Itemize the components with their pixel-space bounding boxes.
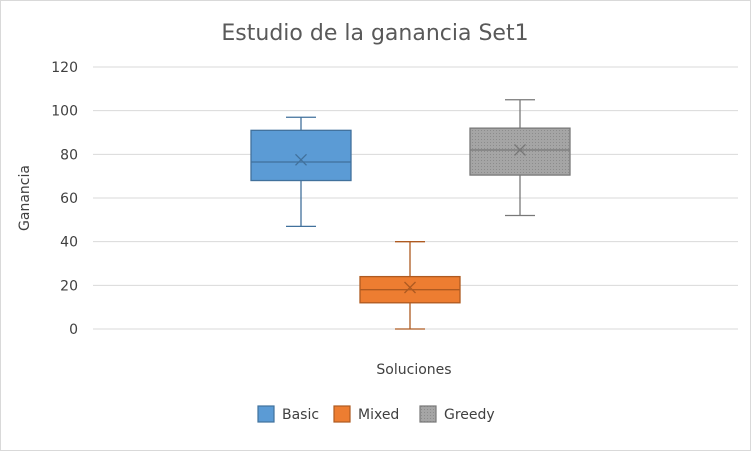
y-tick-label: 20 [60, 278, 78, 294]
mean-marker [404, 281, 416, 294]
box-basic [250, 116, 352, 228]
chart-title: Estudio de la ganancia Set1 [221, 21, 528, 46]
y-tick-label: 0 [69, 322, 78, 338]
legend-item-basic: Basic [257, 405, 319, 423]
legend-label: Basic [282, 407, 319, 423]
legend-swatch [333, 405, 351, 423]
x-axis-title: Soluciones [376, 362, 451, 378]
mean-marker [295, 153, 307, 166]
legend-swatch [419, 405, 437, 423]
y-tick-label: 100 [51, 104, 78, 120]
box-greedy [469, 99, 571, 217]
legend-label: Greedy [444, 407, 495, 423]
legend: Basic Mixed Greedy [257, 405, 495, 423]
y-tick-label: 80 [60, 147, 78, 163]
box-series [250, 99, 571, 330]
iqr-box [250, 129, 352, 182]
legend-label: Mixed [358, 407, 399, 423]
y-tick-label: 60 [60, 191, 78, 207]
box-mixed [359, 241, 461, 330]
y-axis-ticks: 0 20 40 60 80 100 120 [51, 60, 78, 338]
y-tick-label: 40 [60, 235, 78, 251]
y-axis-title: Ganancia [17, 165, 33, 231]
legend-item-greedy: Greedy [419, 405, 495, 423]
mean-marker [514, 144, 526, 156]
y-tick-label: 120 [51, 60, 78, 76]
iqr-box [469, 127, 571, 176]
legend-item-mixed: Mixed [333, 405, 399, 423]
legend-swatch [257, 405, 275, 423]
